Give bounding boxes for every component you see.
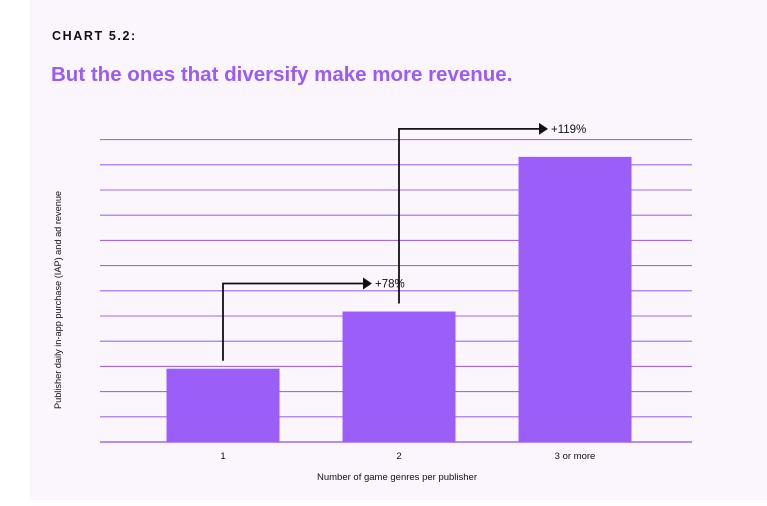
x-tick-label: 3 or more bbox=[555, 451, 596, 462]
arrow-head bbox=[363, 277, 372, 290]
chart-title: But the ones that diversify make more re… bbox=[51, 63, 513, 86]
growth-arrow: +78% bbox=[222, 277, 405, 361]
growth-annotations: +78% +119% bbox=[222, 122, 586, 361]
x-tick-label: 1 bbox=[220, 451, 225, 462]
bars bbox=[166, 156, 632, 442]
arrow-line bbox=[398, 127, 539, 304]
chart-number: CHART 5.2: bbox=[52, 29, 137, 43]
arrow-head bbox=[539, 122, 548, 135]
x-axis-label: Number of game genres per publisher bbox=[316, 472, 478, 483]
bar bbox=[166, 368, 280, 442]
growth-label: +119% bbox=[551, 124, 586, 136]
bar bbox=[518, 156, 632, 442]
y-axis-label: Publisher daily in-app purchase (IAP) an… bbox=[53, 190, 63, 410]
arrow-line bbox=[222, 282, 363, 361]
x-tick-label: 2 bbox=[396, 451, 401, 462]
bar bbox=[342, 311, 456, 442]
x-tick-labels: 1 2 3 or more bbox=[220, 451, 595, 462]
growth-label: +78% bbox=[375, 279, 405, 291]
growth-arrow: +119% bbox=[398, 122, 586, 304]
